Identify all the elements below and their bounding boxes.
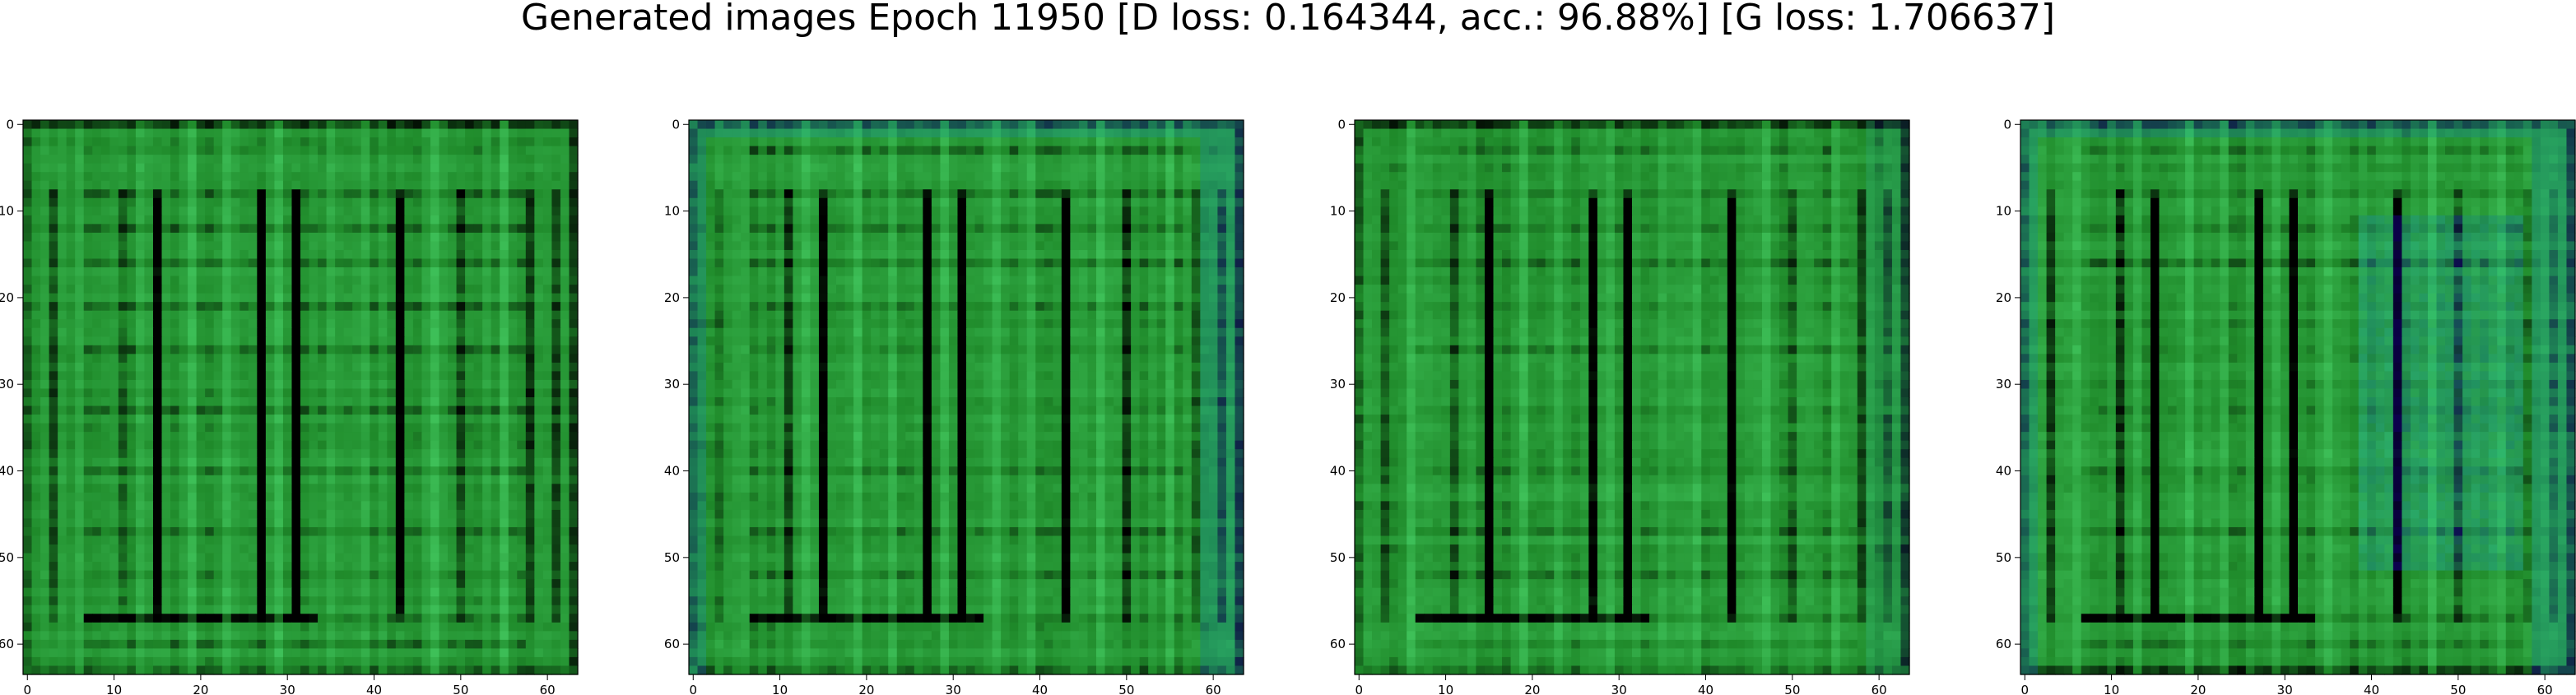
x-tick-label: 50: [2450, 683, 2466, 695]
x-tick-label: 30: [1611, 683, 1627, 695]
y-tick-label: 30: [0, 377, 14, 392]
x-tick-label: 30: [946, 683, 961, 695]
x-tick-label: 0: [23, 683, 31, 695]
image-pixels: [23, 120, 579, 675]
image-panel-4: 0 10 20 30 40 50 60 0 10 20 30 40 50 60: [1996, 117, 2576, 695]
x-tick-label: 60: [1872, 683, 1887, 695]
y-tick-label: 0: [6, 117, 14, 132]
y-tick-label: 30: [1330, 377, 1346, 392]
x-tick-label: 60: [540, 683, 556, 695]
y-tick-label: 60: [0, 637, 14, 651]
y-tick-label: 0: [1337, 117, 1346, 132]
y-tick-label: 30: [664, 377, 680, 392]
x-tick-label: 60: [2537, 683, 2553, 695]
x-tick-label: 40: [2364, 683, 2379, 695]
y-tick-label: 40: [664, 464, 680, 479]
x-tick-label: 30: [2277, 683, 2293, 695]
x-tick-label: 20: [1524, 683, 1540, 695]
y-tick-label: 0: [672, 117, 680, 132]
image-pixels: [2020, 120, 2576, 675]
x-tick-label: 50: [453, 683, 468, 695]
y-tick-label: 60: [1330, 637, 1346, 651]
y-tick-label: 20: [1330, 290, 1346, 305]
y-tick-label: 20: [0, 290, 14, 305]
y-tick-label: 60: [1996, 637, 2011, 651]
y-tick-label: 30: [1996, 377, 2011, 392]
y-tick-label: 40: [1996, 464, 2011, 479]
y-tick-label: 10: [1330, 204, 1346, 219]
y-tick-label: 50: [1996, 550, 2011, 565]
y-tick-label: 20: [664, 290, 680, 305]
y-tick-label: 50: [0, 550, 14, 565]
y-tick-label: 10: [0, 204, 14, 219]
x-tick-label: 10: [1438, 683, 1453, 695]
x-tick-label: 20: [2190, 683, 2206, 695]
y-tick-label: 50: [1330, 550, 1346, 565]
y-tick-label: 10: [1996, 204, 2011, 219]
x-tick-label: 40: [1698, 683, 1713, 695]
image-panel-3: 0 10 20 30 40 50 60 0 10 20 30 40 50 60: [1330, 117, 1910, 695]
x-tick-label: 40: [1032, 683, 1048, 695]
y-tick-label: 0: [2003, 117, 2011, 132]
x-tick-label: 10: [2104, 683, 2119, 695]
x-tick-label: 20: [858, 683, 874, 695]
y-tick-label: 50: [664, 550, 680, 565]
y-tick-label: 40: [0, 464, 14, 479]
x-tick-label: 40: [366, 683, 382, 695]
x-tick-label: 20: [193, 683, 208, 695]
x-tick-label: 50: [1784, 683, 1800, 695]
y-tick-label: 10: [664, 204, 680, 219]
image-pixels: [1355, 120, 1910, 675]
image-pixels: [689, 120, 1244, 675]
x-tick-label: 0: [1355, 683, 1363, 695]
y-tick-label: 20: [1996, 290, 2011, 305]
y-tick-label: 60: [664, 637, 680, 651]
x-tick-label: 0: [689, 683, 697, 695]
x-tick-label: 50: [1118, 683, 1134, 695]
image-panel-2: 0 10 20 30 40 50 60 0 10 20 30 40 50 60: [664, 117, 1244, 695]
image-panel-1: 0 10 20 30 40 50 60 0 10 20 30 40 50 60: [0, 117, 579, 695]
x-tick-label: 30: [280, 683, 295, 695]
x-tick-label: 10: [772, 683, 788, 695]
x-tick-label: 0: [2020, 683, 2029, 695]
y-tick-label: 40: [1330, 464, 1346, 479]
x-tick-label: 10: [106, 683, 122, 695]
x-tick-label: 60: [1206, 683, 1221, 695]
